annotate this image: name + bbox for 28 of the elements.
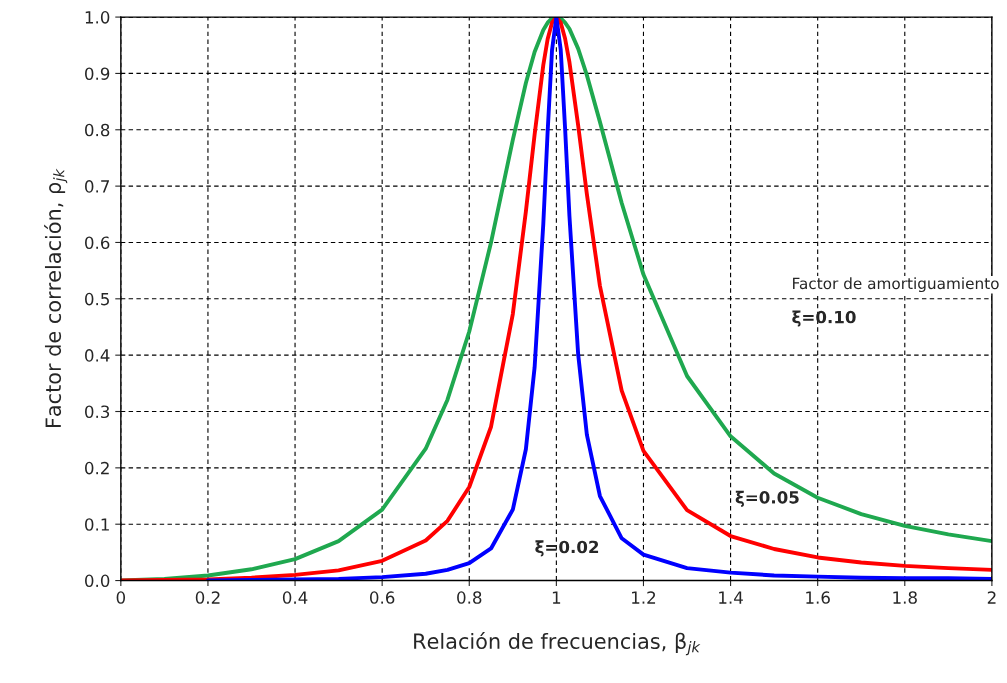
x-tick-label: 1.2 [632,591,656,604]
annotation: ξ=0.02 [535,540,599,557]
y-tick-label: 0.3 [85,405,110,419]
x-tick-label: 0 [116,591,126,604]
x-tick-label: 1.8 [893,591,917,604]
y-tick-label: 0.1 [85,518,109,531]
y-tick-label: 0.0 [85,574,110,588]
x-tick-label: 0.2 [195,591,220,604]
annotation: Factor de amortiguamiento [793,277,999,293]
y-tick-label: 0.4 [85,349,110,362]
x-tick-label: 0.8 [457,591,482,604]
x-tick-label: 0.6 [370,591,395,604]
y-tick-label: 0.9 [85,67,110,80]
x-tick-label: 1 [552,591,561,604]
y-tick-label: 0.6 [85,236,110,250]
annotation: ξ=0.05 [735,490,799,507]
y-axis-title: Factor de correlación, ρ$_{jk}$ [44,168,68,428]
x-axis-title: Relación de frecuencias, β$_{jk}$ [414,632,701,656]
y-tick-label: 1.0 [85,11,110,24]
y-tick-label: 0.5 [85,292,109,306]
y-tick-label: 0.2 [85,461,109,475]
x-tick-label: 1.6 [806,591,830,604]
y-tick-label: 0.7 [85,180,109,193]
x-tick-label: 2 [987,591,996,604]
x-tick-label: 0.4 [282,591,308,604]
x-tick-label: 1.4 [719,591,743,604]
annotation: ξ=0.10 [792,310,856,327]
y-tick-label: 0.8 [85,123,110,137]
